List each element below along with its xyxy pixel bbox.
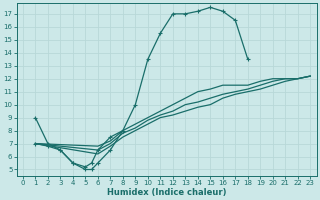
X-axis label: Humidex (Indice chaleur): Humidex (Indice chaleur) <box>107 188 226 197</box>
